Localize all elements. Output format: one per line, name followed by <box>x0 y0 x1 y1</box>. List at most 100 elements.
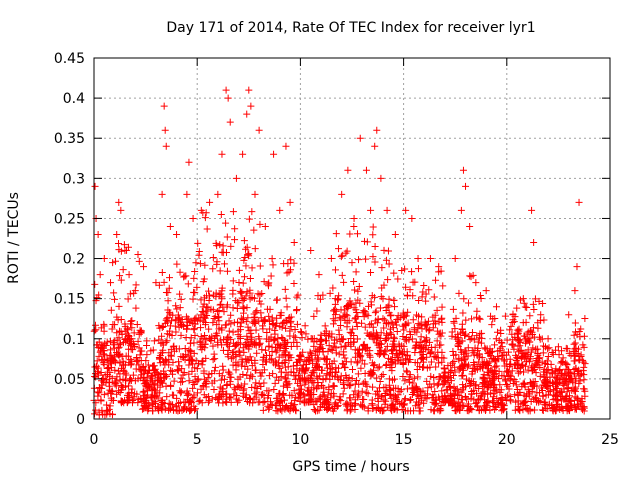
data-point <box>459 386 467 394</box>
data-point <box>241 253 249 261</box>
data-point <box>169 358 177 366</box>
data-point <box>347 342 355 350</box>
data-point <box>398 406 406 414</box>
data-point <box>240 315 247 323</box>
data-point <box>557 387 565 395</box>
data-point <box>244 365 252 373</box>
data-point <box>274 334 282 342</box>
data-point <box>380 281 388 289</box>
data-point <box>329 320 337 328</box>
data-point <box>476 395 484 403</box>
data-point <box>571 345 579 353</box>
data-point <box>478 354 486 362</box>
data-point <box>387 325 395 333</box>
data-point <box>114 351 122 359</box>
data-point <box>382 360 390 368</box>
data-point <box>435 318 443 326</box>
data-point <box>567 369 575 377</box>
data-point <box>408 384 416 392</box>
data-point <box>122 369 130 377</box>
data-point <box>438 303 446 311</box>
data-point <box>305 374 313 382</box>
data-point <box>382 256 390 264</box>
data-point <box>459 309 467 317</box>
data-point <box>170 347 178 355</box>
data-point <box>484 361 492 369</box>
data-point <box>338 271 346 279</box>
data-point <box>206 292 214 300</box>
data-point <box>287 399 295 407</box>
data-point <box>507 322 515 330</box>
data-point <box>132 365 140 373</box>
data-point <box>559 374 567 382</box>
data-point <box>187 397 195 405</box>
data-point <box>224 353 232 361</box>
data-point <box>543 369 551 377</box>
data-point <box>242 394 250 402</box>
data-point <box>257 383 265 391</box>
data-point <box>402 206 410 214</box>
data-point <box>519 399 527 407</box>
data-point <box>320 384 328 392</box>
data-point <box>245 215 253 223</box>
data-point <box>105 363 113 371</box>
data-point <box>552 392 560 400</box>
data-point <box>136 326 144 334</box>
data-point <box>178 321 186 329</box>
data-point <box>361 237 369 245</box>
data-point <box>559 359 567 367</box>
data-point <box>98 343 106 351</box>
data-point <box>424 384 432 392</box>
data-point <box>319 348 327 356</box>
data-point <box>376 334 384 342</box>
data-point <box>309 359 317 367</box>
data-point <box>358 402 366 410</box>
data-point <box>279 391 287 399</box>
data-point <box>217 376 225 384</box>
data-point <box>517 353 525 361</box>
data-point <box>221 321 229 329</box>
data-point <box>540 365 548 373</box>
data-point <box>491 363 499 371</box>
data-point <box>324 347 332 355</box>
data-point <box>358 346 366 354</box>
data-point <box>378 393 386 401</box>
data-point <box>252 379 260 387</box>
data-point <box>234 298 242 306</box>
data-point <box>347 329 355 337</box>
data-point <box>415 297 423 305</box>
data-point <box>313 307 321 315</box>
data-point <box>534 319 542 327</box>
data-point <box>131 287 139 295</box>
data-point <box>483 402 491 410</box>
data-point <box>544 391 552 399</box>
data-point <box>466 336 474 344</box>
data-point <box>150 337 158 345</box>
data-point <box>343 402 351 410</box>
data-point <box>296 394 304 402</box>
data-point <box>218 293 226 301</box>
data-point <box>134 357 142 365</box>
data-point <box>189 295 197 303</box>
data-point <box>401 377 409 385</box>
data-point <box>208 369 216 377</box>
data-point <box>491 406 499 414</box>
data-point <box>212 289 220 297</box>
data-point <box>273 319 281 327</box>
data-point <box>199 303 207 311</box>
data-point <box>125 345 133 353</box>
data-point <box>128 385 136 393</box>
data-point <box>330 357 338 365</box>
data-point <box>121 376 129 384</box>
data-point <box>321 322 329 330</box>
data-point <box>245 327 253 335</box>
data-point <box>162 372 170 380</box>
data-point <box>511 406 519 414</box>
data-point <box>258 346 266 354</box>
data-point <box>562 394 570 402</box>
data-point <box>125 389 133 397</box>
data-point <box>259 399 267 407</box>
data-point <box>417 344 425 352</box>
data-point <box>435 393 443 401</box>
y-tick-label: 0.45 <box>54 51 85 67</box>
